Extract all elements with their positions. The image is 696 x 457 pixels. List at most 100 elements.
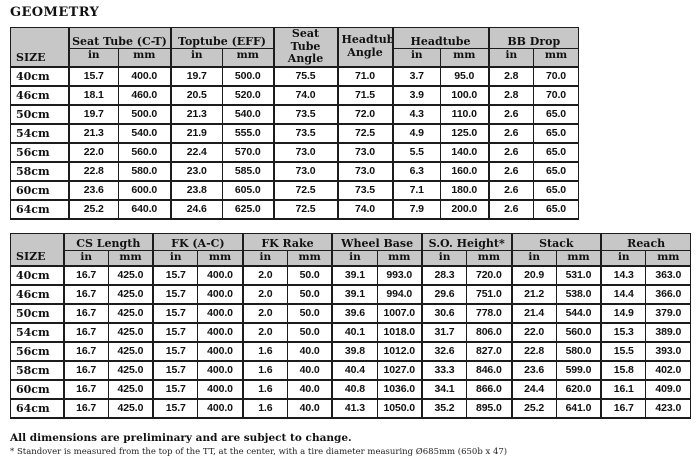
column-group-header: Wheel Base	[331, 232, 423, 251]
value-cell: 605.0	[222, 179, 274, 201]
column-header-size: SIZE	[10, 26, 69, 68]
value-cell: 620.0	[555, 378, 602, 400]
value-cell: 160.0	[439, 160, 490, 182]
value-cell: 22.8	[510, 340, 557, 362]
column-unit-header: in	[600, 249, 647, 267]
value-cell: 73.0	[336, 160, 393, 182]
value-cell: 16.7	[62, 321, 109, 343]
row-size-label: 56cm	[10, 340, 64, 362]
value-cell: 30.6	[420, 302, 468, 324]
value-cell: 806.0	[466, 321, 512, 343]
value-cell: 50.0	[286, 302, 333, 324]
table-row: 64cm 25.2 640.0 24.6 625.0 72.5 74.0 7.9 200.0 2.…	[10, 198, 580, 220]
value-cell: 32.6	[420, 340, 468, 362]
value-cell: 22.8	[67, 160, 119, 182]
value-cell: 71.5	[336, 84, 393, 106]
row-size-label: 56cm	[10, 141, 69, 163]
value-cell: 7.9	[391, 198, 441, 220]
table-row: 40cm 15.7 400.0 19.7 500.0 75.5 71.0 3.7 95.0 2.8…	[10, 65, 580, 87]
value-cell: 15.8	[600, 359, 647, 381]
column-unit-header: mm	[107, 249, 154, 267]
table-row: 60cm 23.6 600.0 23.8 605.0 72.5 73.5 7.1 180.0 2.…	[10, 179, 580, 201]
value-cell: 16.7	[62, 397, 109, 419]
table-row: 54cm 21.3 540.0 21.9 555.0 73.5 72.5 4.9 125.0 2.…	[10, 122, 580, 144]
table-row: 56cm 16.7 425.0 15.7 400.0 1.6 40.0 39.8 1012.0 3…	[10, 340, 692, 362]
value-cell: 95.0	[439, 65, 490, 87]
value-cell: 15.7	[152, 264, 199, 286]
column-group-header: Toptube (EFF)	[169, 27, 274, 49]
value-cell: 65.0	[533, 198, 580, 220]
table-row: 64cm 16.7 425.0 15.7 400.0 1.6 40.0 41.3 1050.0 3…	[10, 397, 692, 419]
value-cell: 425.0	[107, 321, 154, 343]
column-unit-header: in	[420, 249, 468, 267]
value-cell: 125.0	[439, 122, 490, 144]
value-cell: 180.0	[439, 179, 490, 201]
column-unit-header: in	[241, 249, 288, 267]
row-size-label: 50cm	[10, 302, 64, 324]
value-cell: 1.6	[241, 378, 288, 400]
table-row: 58cm 16.7 425.0 15.7 400.0 1.6 40.0 40.4 1027.0 3…	[10, 359, 692, 381]
value-cell: 31.7	[420, 321, 468, 343]
value-cell: 540.0	[222, 103, 274, 125]
value-cell: 425.0	[107, 378, 154, 400]
value-cell: 50.0	[286, 264, 333, 286]
column-unit-header: in	[67, 47, 119, 68]
value-cell: 74.0	[272, 84, 338, 106]
value-cell: 23.6	[67, 179, 119, 201]
value-cell: 15.7	[152, 359, 199, 381]
value-cell: 400.0	[197, 321, 244, 343]
value-cell: 409.0	[645, 378, 692, 400]
value-cell: 2.6	[487, 179, 535, 201]
column-group-header: Seat Tube Angle	[272, 26, 338, 68]
value-cell: 16.7	[62, 283, 109, 305]
value-cell: 402.0	[645, 359, 692, 381]
value-cell: 400.0	[197, 397, 244, 419]
value-cell: 400.0	[197, 359, 244, 381]
value-cell: 366.0	[645, 283, 692, 305]
row-size-label: 64cm	[10, 198, 69, 220]
column-group-header: Headtube	[391, 27, 490, 49]
value-cell: 21.3	[169, 103, 223, 125]
value-cell: 14.9	[600, 302, 647, 324]
value-cell: 39.1	[331, 264, 378, 286]
value-cell: 15.5	[600, 340, 647, 362]
column-group-header: FK (A-C)	[152, 232, 244, 251]
column-group-header: FK Rake	[241, 232, 333, 251]
value-cell: 40.0	[286, 340, 333, 362]
header-row-groups: SIZE CS Length FK (A-C) FK Rake Wheel Base S.…	[10, 232, 692, 267]
value-cell: 520.0	[222, 84, 274, 106]
geometry-table-frame: SIZE Seat Tube (C-T) Toptube (EFF) Seat Tub…	[10, 26, 580, 220]
value-cell: 75.5	[272, 65, 338, 87]
table-row: 40cm 16.7 425.0 15.7 400.0 2.0 50.0 39.1 993.0 28…	[10, 264, 692, 286]
value-cell: 895.0	[466, 397, 512, 419]
value-cell: 21.3	[67, 122, 119, 144]
row-size-label: 58cm	[10, 160, 69, 182]
value-cell: 23.8	[169, 179, 223, 201]
value-cell: 400.0	[197, 283, 244, 305]
value-cell: 425.0	[107, 397, 154, 419]
column-unit-header: mm	[376, 249, 423, 267]
value-cell: 18.1	[67, 84, 119, 106]
column-unit-header: mm	[197, 249, 244, 267]
value-cell: 40.0	[286, 378, 333, 400]
value-cell: 400.0	[197, 340, 244, 362]
value-cell: 14.3	[600, 264, 647, 286]
value-cell: 500.0	[222, 65, 274, 87]
value-cell: 778.0	[466, 302, 512, 324]
column-unit-header: mm	[466, 249, 512, 267]
geometry-table-fit: SIZE CS Length FK (A-C) FK Rake Wheel Base S.…	[10, 232, 692, 419]
value-cell: 866.0	[466, 378, 512, 400]
value-cell: 16.7	[600, 397, 647, 419]
value-cell: 3.9	[391, 84, 441, 106]
value-cell: 72.5	[272, 198, 338, 220]
value-cell: 2.6	[487, 141, 535, 163]
value-cell: 555.0	[222, 122, 274, 144]
column-unit-header: mm	[555, 249, 602, 267]
table-row: 58cm 22.8 580.0 23.0 585.0 73.0 73.0 6.3 160.0 2.…	[10, 160, 580, 182]
value-cell: 14.4	[600, 283, 647, 305]
value-cell: 72.5	[336, 122, 393, 144]
value-cell: 24.4	[510, 378, 557, 400]
value-cell: 40.0	[286, 359, 333, 381]
value-cell: 580.0	[118, 160, 171, 182]
